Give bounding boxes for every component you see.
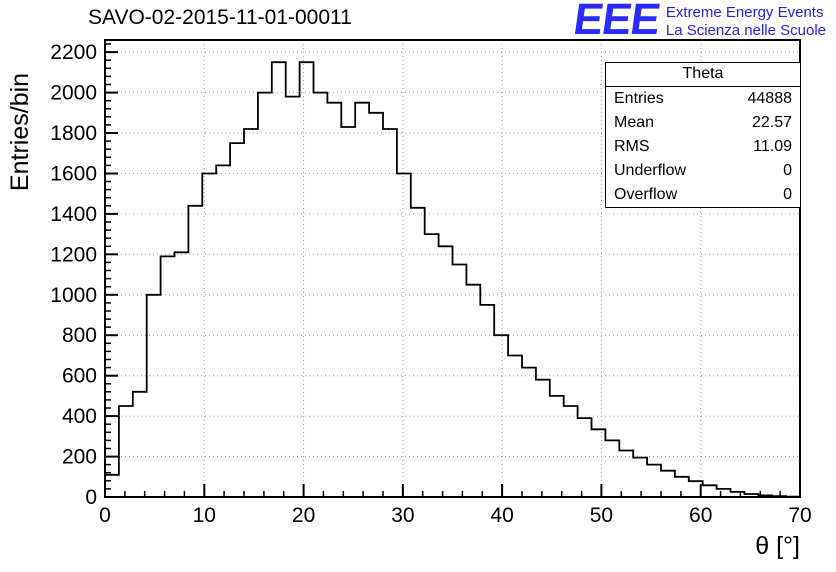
stats-label: Mean	[614, 114, 655, 131]
eee-logo-line1: Extreme Energy Events	[665, 4, 824, 21]
y-tick-label: 800	[62, 324, 97, 347]
stats-value: 0	[783, 186, 792, 203]
stats-row: Overflow 0	[606, 183, 800, 207]
page-title: SAVO-02-2015-11-01-00011	[88, 6, 352, 29]
x-tick-label: 10	[193, 504, 216, 527]
stats-box-title: Theta	[606, 63, 800, 87]
x-tick-label: 50	[590, 504, 613, 527]
x-tick-label: 70	[788, 504, 811, 527]
y-axis-title: Entries/bin	[6, 73, 34, 191]
y-tick-label: 1800	[50, 122, 97, 145]
stats-label: Underflow	[614, 162, 687, 179]
plot-frame	[104, 39, 801, 498]
stats-row: RMS 11.09	[606, 135, 800, 159]
x-tick-label: 0	[99, 504, 111, 527]
stats-value: 11.09	[753, 138, 792, 155]
eee-logo-text: Extreme Energy Events La Scienza nelle S…	[666, 0, 826, 40]
stats-row: Underflow 0	[606, 159, 800, 183]
y-tick-label: 2200	[50, 41, 97, 64]
y-tick-label: 1400	[50, 203, 97, 226]
eee-logo: EEE Extreme Energy Events La Scienza nel…	[570, 0, 826, 44]
y-tick-label: 1000	[50, 284, 97, 307]
stats-label: Overflow	[614, 186, 678, 203]
x-tick-label: 30	[391, 504, 414, 527]
y-tick-label: 200	[62, 446, 97, 469]
stats-label: Entries	[614, 90, 664, 107]
histogram-line	[104, 61, 801, 498]
stats-row: Entries 44888	[606, 87, 800, 111]
y-tick-label: 2000	[50, 82, 97, 105]
eee-logo-line2: La Scienza nelle Scuole	[665, 22, 826, 39]
y-tick-label: 400	[62, 405, 97, 428]
y-tick-label: 0	[85, 486, 97, 509]
stats-row: Mean 22.57	[606, 111, 800, 135]
x-tick-label: 60	[689, 504, 712, 527]
stats-box: Theta Entries 44888 Mean 22.57 RMS 11.09…	[605, 62, 801, 208]
y-tick-label: 1200	[50, 243, 97, 266]
stats-label: RMS	[614, 138, 650, 155]
stats-value: 0	[783, 162, 792, 179]
y-tick-label: 600	[62, 365, 97, 388]
x-tick-label: 40	[490, 504, 513, 527]
stats-value: 22.57	[751, 114, 792, 131]
y-tick-label: 1600	[50, 163, 97, 186]
x-axis-title: θ [°]	[755, 532, 800, 560]
x-tick-label: 20	[292, 504, 315, 527]
stats-value: 44888	[747, 90, 793, 107]
